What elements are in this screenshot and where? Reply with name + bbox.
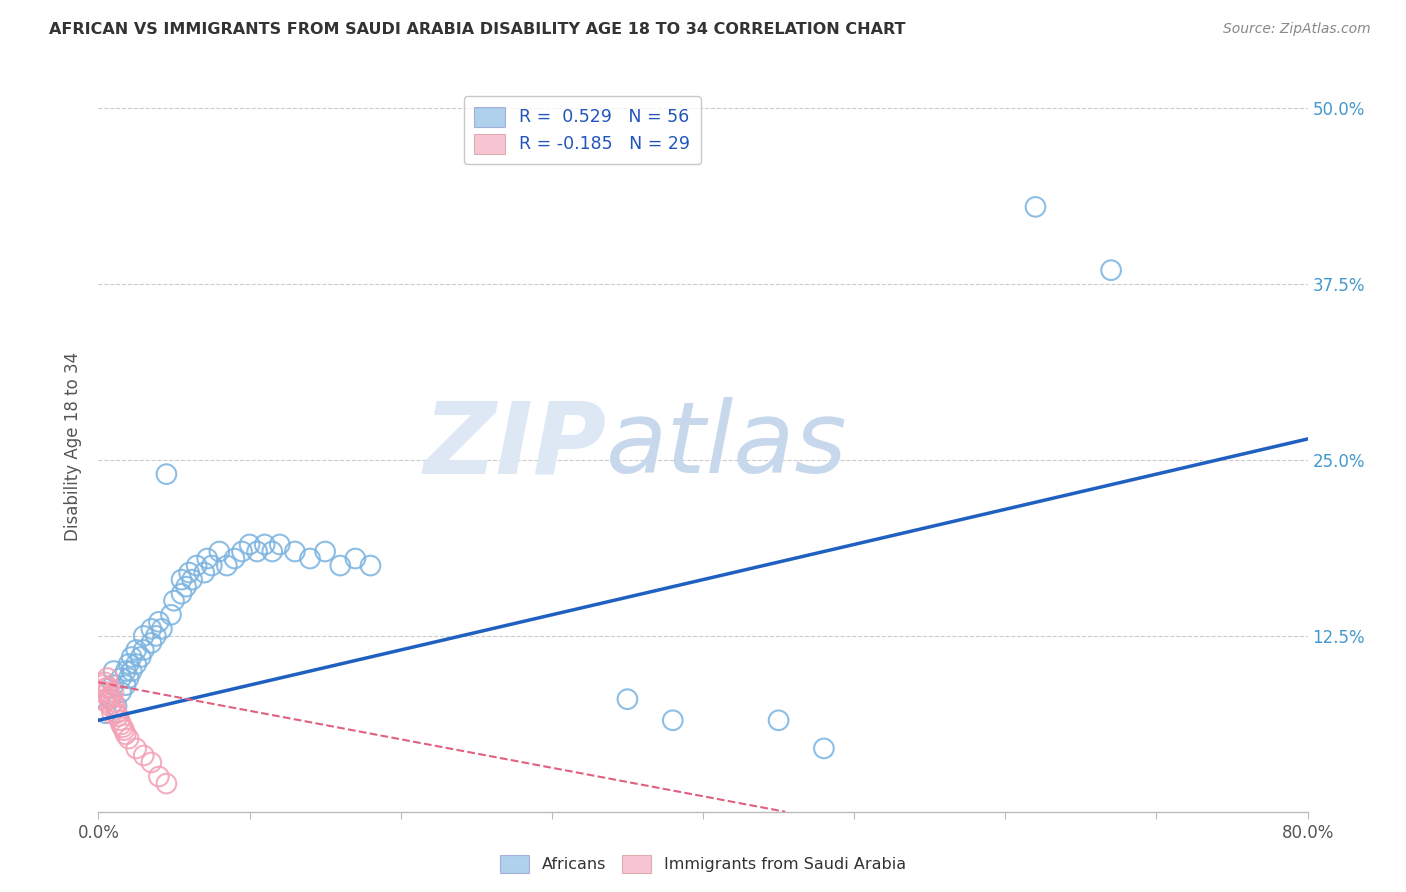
Point	[314, 544, 336, 558]
Point	[193, 566, 215, 580]
Point	[105, 706, 128, 721]
Text: ZIP: ZIP	[423, 398, 606, 494]
Point	[110, 717, 132, 731]
Point	[201, 558, 224, 573]
Point	[94, 706, 117, 721]
Point	[114, 664, 136, 678]
Point	[108, 714, 131, 728]
Point	[132, 643, 155, 657]
Point	[104, 699, 127, 714]
Point	[132, 629, 155, 643]
Point	[96, 685, 118, 699]
Text: Source: ZipAtlas.com: Source: ZipAtlas.com	[1223, 22, 1371, 37]
Point	[103, 678, 125, 692]
Point	[93, 675, 115, 690]
Point	[284, 544, 307, 558]
Point	[141, 756, 163, 770]
Point	[121, 650, 143, 665]
Point	[110, 685, 132, 699]
Point	[110, 671, 132, 685]
Point	[148, 770, 170, 784]
Point	[141, 622, 163, 636]
Point	[112, 723, 135, 738]
Point	[174, 580, 197, 594]
Point	[163, 593, 186, 607]
Point	[98, 681, 121, 695]
Point	[269, 537, 291, 551]
Y-axis label: Disability Age 18 to 34: Disability Age 18 to 34	[65, 351, 83, 541]
Point	[661, 714, 683, 728]
Point	[141, 636, 163, 650]
Legend: Africans, Immigrants from Saudi Arabia: Africans, Immigrants from Saudi Arabia	[494, 848, 912, 880]
Point	[103, 695, 125, 709]
Point	[93, 692, 115, 706]
Point	[121, 664, 143, 678]
Point	[125, 657, 148, 671]
Point	[114, 678, 136, 692]
Point	[208, 544, 231, 558]
Legend: R =  0.529   N = 56, R = -0.185   N = 29: R = 0.529 N = 56, R = -0.185 N = 29	[464, 96, 700, 164]
Point	[94, 695, 117, 709]
Point	[96, 671, 118, 685]
Point	[103, 664, 125, 678]
Point	[145, 629, 167, 643]
Point	[155, 776, 177, 790]
Point	[253, 537, 276, 551]
Text: atlas: atlas	[606, 398, 848, 494]
Point	[125, 741, 148, 756]
Point	[299, 551, 322, 566]
Point	[132, 748, 155, 763]
Point	[181, 573, 204, 587]
Point	[344, 551, 367, 566]
Point	[101, 706, 124, 721]
Point	[170, 587, 193, 601]
Point	[114, 727, 136, 741]
Point	[768, 714, 790, 728]
Point	[360, 558, 382, 573]
Point	[118, 731, 141, 746]
Point	[195, 551, 218, 566]
Point	[118, 671, 141, 685]
Point	[231, 544, 253, 558]
Point	[98, 692, 121, 706]
Point	[1099, 263, 1122, 277]
Point	[246, 544, 269, 558]
Point	[129, 650, 152, 665]
Point	[107, 709, 129, 723]
Point	[224, 551, 246, 566]
Point	[100, 692, 122, 706]
Point	[179, 566, 201, 580]
Point	[155, 467, 177, 482]
Point	[100, 699, 122, 714]
Point	[262, 544, 284, 558]
Point	[90, 685, 112, 699]
Point	[103, 685, 125, 699]
Point	[186, 558, 208, 573]
Point	[94, 681, 117, 695]
Point	[616, 692, 638, 706]
Point	[160, 607, 183, 622]
Point	[239, 537, 262, 551]
Point	[91, 678, 114, 692]
Point	[170, 573, 193, 587]
Point	[100, 690, 122, 704]
Point	[329, 558, 352, 573]
Point	[105, 699, 128, 714]
Point	[118, 657, 141, 671]
Point	[1024, 200, 1046, 214]
Point	[125, 643, 148, 657]
Point	[111, 720, 134, 734]
Point	[148, 615, 170, 629]
Point	[813, 741, 835, 756]
Point	[215, 558, 238, 573]
Point	[150, 622, 173, 636]
Text: AFRICAN VS IMMIGRANTS FROM SAUDI ARABIA DISABILITY AGE 18 TO 34 CORRELATION CHAR: AFRICAN VS IMMIGRANTS FROM SAUDI ARABIA …	[49, 22, 905, 37]
